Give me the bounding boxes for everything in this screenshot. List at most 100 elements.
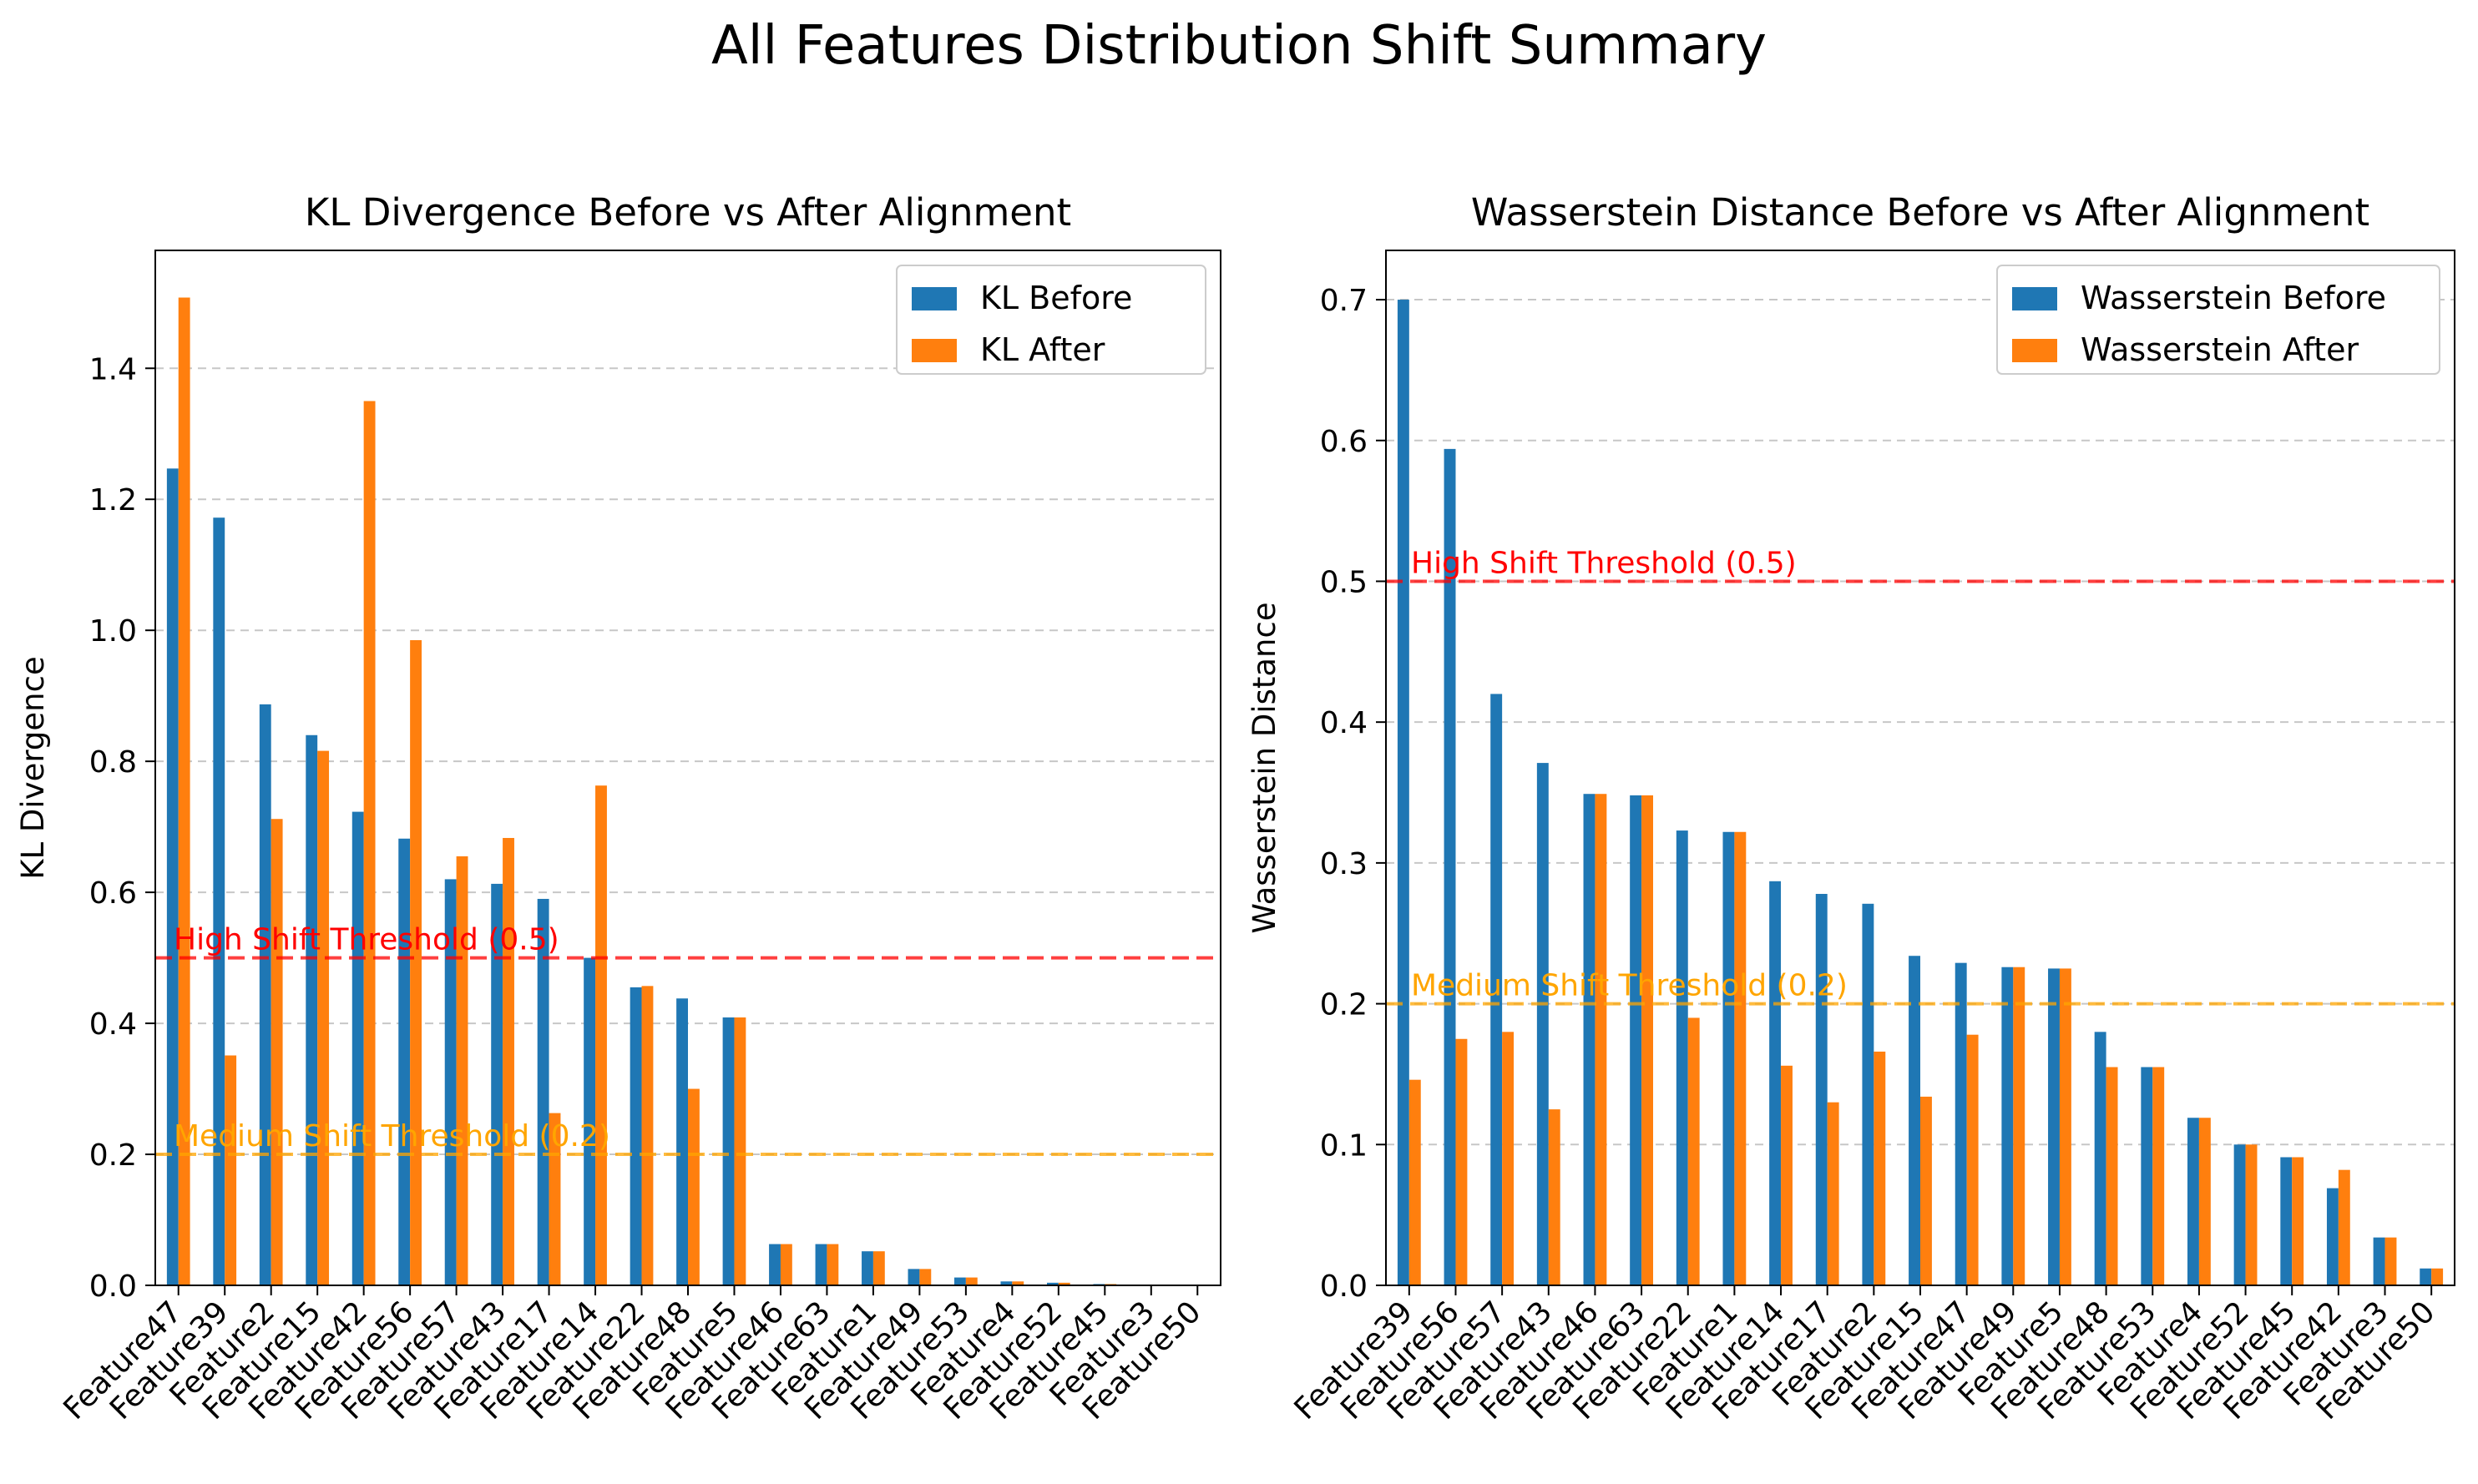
bar-before-feature63 <box>1630 795 1642 1285</box>
bar-after-feature5 <box>2059 968 2071 1285</box>
bar-after-feature1 <box>1734 831 1747 1285</box>
bar-before-feature14 <box>584 957 596 1285</box>
bar-after-feature49 <box>919 1269 932 1285</box>
bar-after-feature1 <box>872 1251 885 1285</box>
bar-before-feature17 <box>1815 893 1828 1285</box>
bar-after-feature42 <box>2338 1169 2350 1285</box>
y-tick-label: 0.5 <box>1320 565 1368 599</box>
legend-label-after: Wasserstein After <box>2081 331 2359 368</box>
bar-after-feature4 <box>2198 1118 2211 1285</box>
bar-before-feature53 <box>954 1277 966 1285</box>
bar-before-feature4 <box>2187 1118 2199 1285</box>
legend-label-before: Wasserstein Before <box>2081 280 2386 316</box>
threshold-label-high: High Shift Threshold (0.5) <box>1411 546 1797 580</box>
bar-before-feature39 <box>213 517 225 1285</box>
bar-after-feature46 <box>1595 794 1607 1285</box>
y-tick-label: 0.4 <box>89 1007 137 1042</box>
legend-label-after: KL After <box>980 331 1105 368</box>
bar-after-feature43 <box>1548 1109 1560 1285</box>
y-axis-label: KL Divergence <box>15 656 51 879</box>
chart-2: High Shift Threshold (0.5) Medium Shift T… <box>1247 190 2455 1426</box>
bar-before-feature1 <box>1722 831 1735 1285</box>
bar-before-feature49 <box>2001 967 2014 1285</box>
bar-before-feature15 <box>306 734 318 1285</box>
bar-before-feature47 <box>166 468 179 1285</box>
threshold-label-medium: Medium Shift Threshold (0.2) <box>174 1119 610 1153</box>
figure-title: All Features Distribution Shift Summary <box>711 15 1767 77</box>
bar-after-feature43 <box>503 837 514 1285</box>
bar-after-feature39 <box>1408 1079 1421 1285</box>
bar-before-feature57 <box>444 879 457 1285</box>
bar-after-feature17 <box>1827 1102 1839 1285</box>
bar-before-feature22 <box>1676 830 1688 1285</box>
bar-before-feature1 <box>862 1251 873 1285</box>
bar-after-feature2 <box>271 819 283 1285</box>
bar-before-feature46 <box>769 1244 781 1285</box>
bar-after-feature4 <box>1012 1281 1024 1285</box>
bar-after-feature47 <box>1966 1034 1979 1285</box>
y-tick-label: 1.2 <box>89 483 137 517</box>
y-tick-label: 0.2 <box>89 1138 137 1173</box>
bar-after-feature22 <box>641 986 654 1285</box>
bar-after-feature57 <box>456 856 468 1285</box>
bar-after-feature45 <box>2292 1157 2304 1285</box>
bar-before-feature56 <box>398 838 411 1285</box>
bar-before-feature52 <box>2233 1144 2246 1285</box>
bar-before-feature3 <box>2373 1237 2385 1285</box>
bar-before-feature50 <box>2420 1268 2432 1285</box>
bar-after-feature5 <box>734 1017 746 1285</box>
legend-swatch-before <box>2012 287 2057 310</box>
bar-before-feature43 <box>491 883 503 1285</box>
legend-swatch-after <box>912 339 957 362</box>
bar-after-feature47 <box>178 297 190 1285</box>
chart-1: High Shift Threshold (0.5) Medium Shift T… <box>15 190 1221 1426</box>
bar-before-feature63 <box>815 1244 827 1285</box>
bar-after-feature52 <box>2245 1144 2258 1285</box>
bar-after-feature2 <box>1874 1051 1886 1285</box>
y-tick-label: 1.0 <box>89 614 137 649</box>
threshold-label-high: High Shift Threshold (0.5) <box>174 923 559 957</box>
y-tick-label: 0.0 <box>89 1269 137 1304</box>
bar-before-feature5 <box>2048 968 2060 1285</box>
bar-before-feature43 <box>1536 763 1549 1285</box>
y-tick-label: 0.6 <box>89 876 137 911</box>
legend-box <box>1996 265 2440 375</box>
bar-after-feature39 <box>225 1055 237 1285</box>
chart-title: KL Divergence Before vs After Alignment <box>305 190 1071 235</box>
bar-before-feature39 <box>1397 300 1409 1285</box>
bar-after-feature14 <box>1781 1065 1793 1285</box>
y-tick-label: 0.6 <box>1320 425 1368 459</box>
legend-box <box>896 265 1206 375</box>
bar-before-feature5 <box>722 1017 735 1285</box>
bar-after-feature48 <box>2106 1067 2118 1285</box>
bar-after-feature49 <box>2013 967 2025 1285</box>
legend-swatch-after <box>2012 339 2057 362</box>
bar-after-feature14 <box>595 785 607 1285</box>
bar-before-feature2 <box>259 704 271 1285</box>
bar-after-feature22 <box>1687 1017 1700 1285</box>
bar-before-feature22 <box>630 987 642 1285</box>
bar-after-feature53 <box>965 1277 978 1285</box>
bar-before-feature49 <box>908 1269 920 1285</box>
bar-before-feature47 <box>1955 962 1967 1285</box>
bar-before-feature42 <box>2326 1188 2339 1285</box>
bar-after-feature63 <box>827 1244 839 1285</box>
bar-before-feature53 <box>2141 1067 2153 1285</box>
bar-before-feature2 <box>1862 903 1874 1285</box>
bar-before-feature56 <box>1444 448 1456 1285</box>
chart-title: Wasserstein Distance Before vs After Ali… <box>1471 190 2369 235</box>
bar-before-feature4 <box>1000 1281 1013 1285</box>
bar-before-feature48 <box>676 998 688 1285</box>
threshold-label-medium: Medium Shift Threshold (0.2) <box>1411 969 1848 1003</box>
bar-after-feature56 <box>410 639 422 1285</box>
bar-before-feature48 <box>2094 1032 2106 1285</box>
y-tick-label: 0.2 <box>1320 988 1368 1022</box>
bar-after-feature42 <box>363 401 376 1285</box>
bar-before-feature42 <box>351 811 364 1285</box>
bar-after-feature53 <box>2152 1067 2165 1285</box>
bar-after-feature56 <box>1455 1038 1468 1285</box>
legend-label-before: KL Before <box>980 280 1132 316</box>
bar-after-feature52 <box>1058 1282 1070 1285</box>
